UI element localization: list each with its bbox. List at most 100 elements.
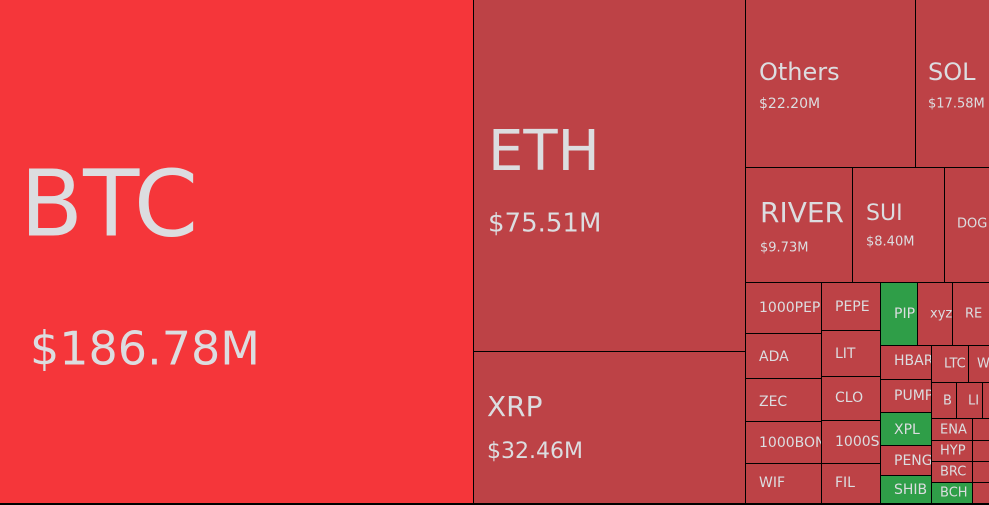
tile: PENG [881, 446, 933, 475]
tile: ADA [746, 334, 821, 378]
tile-name: LTC [944, 357, 966, 372]
tile-area [881, 380, 931, 412]
tile-name: ETH [488, 119, 600, 184]
tile-name: WIF [759, 475, 785, 491]
tile-area [746, 464, 821, 503]
tile: SUI $8.40M [853, 168, 944, 282]
tile-area [881, 283, 917, 345]
filler-tile [973, 419, 989, 440]
tile-area [881, 476, 931, 503]
tile-area [746, 379, 821, 421]
tile-name: SUI [866, 201, 903, 226]
tile-name: CLO [835, 390, 863, 406]
tile-name: LI [968, 394, 979, 409]
tile-name: RIVER [760, 196, 844, 229]
tile-name: BRC [940, 465, 966, 480]
tile-area [945, 168, 989, 282]
tile: ENA [932, 419, 972, 440]
tile-area [746, 422, 821, 463]
tile-area [746, 0, 915, 167]
tile: PEPE [822, 283, 880, 330]
tile-name: RE [965, 307, 982, 322]
tile-name: W [977, 357, 989, 372]
filler-tile [973, 462, 989, 482]
tile: DOG [945, 168, 989, 282]
tile-area [822, 464, 880, 503]
tile: LI [957, 383, 982, 418]
tile-area [0, 0, 473, 503]
tile-value: $8.40M [866, 235, 914, 250]
tile: LIT [822, 331, 880, 376]
tile-name: ENA [940, 423, 967, 438]
tile-name: HBAR [894, 353, 934, 369]
tile-name: 1000SH [835, 434, 890, 450]
tile: xyz [918, 283, 952, 345]
tile-name: LIT [835, 346, 856, 362]
tile-area [746, 168, 852, 282]
tile-area [822, 331, 880, 376]
tile-area [853, 168, 944, 282]
tile-name: xyz [930, 307, 952, 322]
tile-name: 1000PEPE [759, 300, 829, 316]
tile-area [474, 0, 745, 351]
tile: 1000BON [746, 422, 825, 463]
tile-area [881, 413, 931, 445]
tile: SOL $17.58M [916, 0, 989, 167]
tile: B [932, 383, 956, 418]
tile: BCH [932, 483, 972, 503]
tile-area [969, 346, 989, 382]
tile-area [746, 283, 821, 333]
tile-name: PENG [894, 453, 933, 469]
tile: 1000PEPE [746, 283, 829, 333]
tile-area [881, 446, 931, 475]
filler-tile [973, 441, 989, 461]
tile-area [881, 346, 931, 379]
tile-name: ADA [759, 349, 789, 365]
tile-name: BTC [20, 150, 198, 257]
tile-name: 1000BON [759, 435, 825, 451]
tile-value: $186.78M [30, 322, 260, 376]
tile-name: PEPE [835, 299, 870, 315]
tile: SHIB [881, 476, 931, 503]
tile-name: HYP [940, 444, 966, 459]
tile: PIP [881, 283, 917, 345]
tile-area [916, 0, 989, 167]
tile: BRC [932, 462, 972, 482]
tile-value: $32.46M [487, 439, 583, 464]
tile: XPL [881, 413, 931, 445]
tile: RE [953, 283, 989, 345]
tile-area [918, 283, 952, 345]
filler-tile [973, 483, 989, 503]
tile-name: B [943, 394, 952, 409]
tile-area [932, 462, 972, 482]
tile-area [957, 383, 982, 418]
tile-value: $75.51M [488, 209, 601, 239]
tile: HYP [932, 441, 972, 461]
tile-area [474, 352, 745, 503]
tile-area [932, 383, 956, 418]
tile: 1000SH [822, 421, 890, 463]
tile-name: SOL [928, 58, 976, 86]
tile-name: DOG [957, 217, 987, 232]
tile: LTC [932, 346, 968, 382]
tile: PUMP [881, 380, 931, 412]
tile: ETH $75.51M [474, 0, 745, 351]
tile-value: $22.20M [759, 96, 820, 112]
tile-name: ZEC [759, 394, 787, 410]
tile-name: XPL [894, 422, 920, 438]
tile-name: Others [759, 58, 840, 86]
tile: W [969, 346, 989, 382]
tile: XRP $32.46M [474, 352, 745, 503]
tile-area [932, 346, 968, 382]
tile-name: SHIB [894, 482, 927, 498]
tile: WIF [746, 464, 821, 503]
tile: FIL [822, 464, 880, 503]
tile: ZEC [746, 379, 821, 421]
filler-tile [983, 383, 989, 418]
tile: Others $22.20M [746, 0, 915, 167]
tile-area [746, 334, 821, 378]
tile: RIVER $9.73M [746, 168, 852, 282]
tile-area [932, 441, 972, 461]
